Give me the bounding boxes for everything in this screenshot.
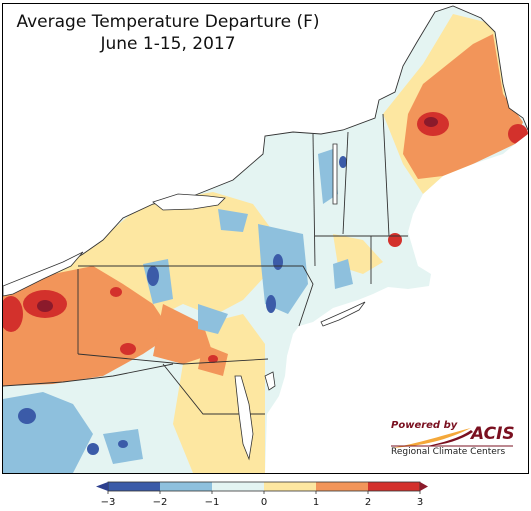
- lake-champlain: [332, 143, 338, 205]
- regional-climate-centers-text: Regional Climate Centers: [391, 447, 506, 457]
- map-title: Average Temperature Departure (F): [16, 12, 320, 32]
- colorbar-tick-label: 0: [261, 497, 267, 508]
- anomaly-zone-above-3: [37, 117, 438, 312]
- colorbar-bins: [107, 481, 421, 492]
- lake-ontario: [152, 193, 226, 211]
- chesapeake-bay: [234, 375, 254, 461]
- colorbar-tick-label: −2: [153, 497, 168, 508]
- colorbar-tick-label: 3: [417, 497, 423, 508]
- anomaly-zone-1-to-2: [3, 34, 523, 386]
- colorbar-tick-label: 1: [313, 497, 319, 508]
- long-island: [320, 301, 366, 327]
- colorbar-bin: [108, 482, 161, 491]
- acis-name: ACIS: [471, 424, 515, 444]
- powered-by-text: Powered by: [391, 420, 458, 431]
- colorbar-extend-high: [420, 482, 428, 491]
- acis-swoosh-icon: [391, 428, 513, 448]
- anomaly-zone-neg2-to-neg3: [18, 156, 347, 455]
- colorbar-bin: [264, 482, 317, 491]
- colorbar-tick-label: −1: [205, 497, 220, 508]
- water-bodies: [3, 143, 366, 461]
- acis-logo: Powered by ACIS Regional Climate Centers: [387, 418, 517, 460]
- colorbar-ticks: −3 −2 −1 0 1 2 3: [101, 491, 423, 508]
- temperature-departure-map: [3, 5, 528, 473]
- colorbar-tick-label: 2: [365, 497, 371, 508]
- colorbar-bin: [368, 482, 421, 491]
- map-subtitle: June 1-15, 2017: [100, 34, 236, 54]
- colorbar-extend-low: [96, 482, 108, 491]
- state-borders: [3, 5, 528, 415]
- map-frame: Average Temperature Departure (F) June 1…: [2, 3, 529, 474]
- delaware-bay: [264, 371, 276, 391]
- colorbar-bin: [212, 482, 265, 491]
- lake-erie: [3, 251, 84, 297]
- colorbar-bin: [316, 482, 369, 491]
- legend-colorbar: −3 −2 −1 0 1 2 3: [96, 481, 428, 508]
- colorbar-tick-label: −3: [101, 497, 116, 508]
- colorbar-bin: [160, 482, 213, 491]
